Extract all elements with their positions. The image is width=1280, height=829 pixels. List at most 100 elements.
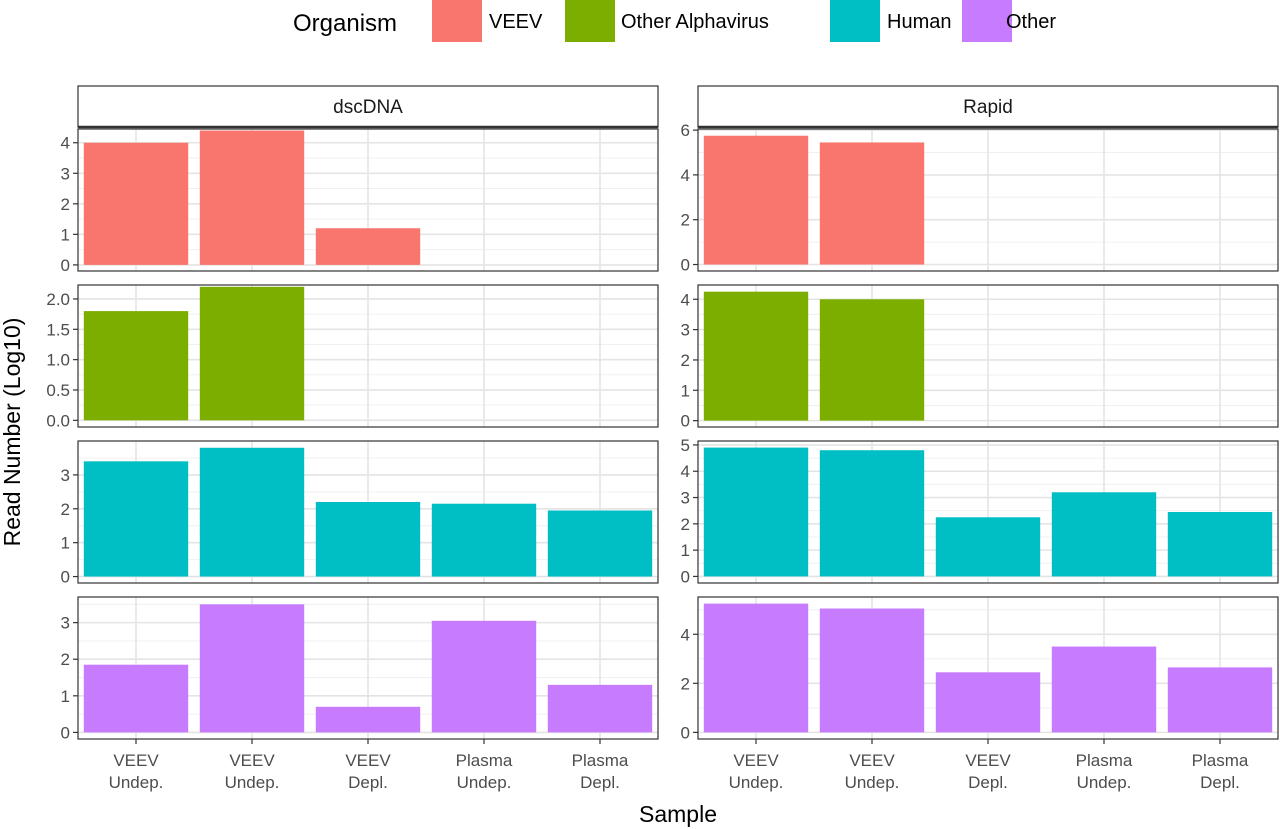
bar-rapid-human-1	[703, 447, 809, 577]
legend-label-other: Other	[1006, 11, 1056, 33]
x-tick-label: VEEV Undep.	[109, 751, 164, 792]
y-tick-label: 0	[61, 256, 70, 275]
y-tick-label: 0.0	[46, 411, 70, 430]
y-tick-label: 2	[61, 195, 70, 214]
panel-dscdna-veev: 0 1 2 3 4	[61, 128, 659, 275]
bar-dscdna-other-4	[431, 620, 537, 733]
panel-dscdna-other: 0 1 2 3 VEEV Undep. VEEV Undep. VEEV Depl. Plasma U…	[61, 596, 659, 792]
y-tick-label: 4	[681, 166, 690, 185]
y-tick-label: 0	[681, 723, 690, 742]
bar-dscdna-other-2	[199, 604, 305, 733]
y-tick-label: 0	[61, 723, 70, 742]
strip-rapid	[697, 85, 1279, 128]
y-tick-label: 2	[61, 500, 70, 519]
strip-label-rapid: Rapid	[963, 97, 1013, 118]
bar-dscdna-veev-1	[83, 142, 189, 265]
bar-rapid-other-5	[1167, 667, 1273, 733]
y-tick-label: 3	[681, 321, 690, 340]
bar-dscdna-other-5	[547, 684, 653, 733]
panel-rapid-veev: 0 2 4 6	[681, 121, 1279, 275]
panel-rapid-other-alphavirus: 0 1 2 3 4	[681, 284, 1279, 431]
y-tick-label: 6	[681, 121, 690, 140]
bar-dscdna-human-2	[199, 447, 305, 577]
facet-panels: dscDNA Rapid 0 1 2 3 4 0.0 0.5 1.0 1.5 2.0 0 1 2 3 0 1 2 3 V…	[46, 85, 1279, 792]
bar-rapid-other-2	[819, 608, 925, 733]
bar-rapid-other-alphavirus-1	[703, 291, 809, 421]
y-tick-label: 0.5	[46, 381, 70, 400]
y-tick-label: 2	[61, 650, 70, 669]
x-tick-label: VEEV Depl.	[965, 751, 1011, 792]
y-tick-label: 0	[681, 567, 690, 586]
y-tick-label: 1	[681, 541, 690, 560]
y-tick-label: 2	[681, 515, 690, 534]
strip-label-dscdna: dscDNA	[333, 97, 403, 118]
legend-key-other-alphavirus	[565, 0, 615, 42]
legend-label-other-alphavirus: Other Alphavirus	[621, 11, 769, 33]
bar-rapid-other-1	[703, 603, 809, 733]
y-axis-title: Read Number (Log10)	[0, 318, 25, 547]
x-tick-label: Plasma Undep.	[456, 751, 513, 792]
bar-dscdna-veev-3	[315, 228, 421, 265]
x-axis-title: Sample	[639, 801, 717, 827]
bar-rapid-other-alphavirus-2	[819, 299, 925, 421]
panel-dscdna-other-alphavirus: 0.0 0.5 1.0 1.5 2.0	[46, 284, 659, 430]
y-tick-label: 3	[61, 614, 70, 633]
y-tick-label: 0	[61, 568, 70, 587]
y-tick-label: 0	[681, 256, 690, 275]
bar-dscdna-human-1	[83, 461, 189, 577]
bar-dscdna-other-alphavirus-1	[83, 311, 189, 421]
y-tick-label: 4	[681, 462, 690, 481]
y-tick-label: 3	[681, 489, 690, 508]
legend-label-veev: VEEV	[489, 11, 543, 33]
y-tick-label: 1	[61, 687, 70, 706]
y-tick-label: 2.0	[46, 290, 70, 309]
bar-dscdna-human-4	[431, 503, 537, 577]
x-tick-label: Plasma Depl.	[1192, 751, 1249, 792]
legend-title: Organism	[293, 10, 397, 37]
y-tick-label: 4	[681, 625, 690, 644]
x-tick-label: VEEV Undep.	[845, 751, 900, 792]
panel-dscdna-human: 0 1 2 3	[61, 440, 659, 587]
bar-dscdna-other-1	[83, 664, 189, 733]
x-tick-label: Plasma Depl.	[572, 751, 629, 792]
y-tick-label: 1	[61, 225, 70, 244]
y-tick-label: 1	[681, 381, 690, 400]
legend-label-human: Human	[887, 11, 951, 33]
bar-rapid-human-3	[935, 517, 1041, 577]
y-tick-label: 3	[61, 164, 70, 183]
y-tick-label: 3	[61, 466, 70, 485]
bar-dscdna-human-5	[547, 510, 653, 577]
bar-rapid-human-5	[1167, 512, 1273, 577]
bar-rapid-veev-1	[703, 135, 809, 265]
bar-rapid-other-3	[935, 672, 1041, 733]
x-tick-label: VEEV Depl.	[345, 751, 391, 792]
bar-dscdna-other-3	[315, 706, 421, 733]
x-tick-label: Plasma Undep.	[1076, 751, 1133, 792]
panel-rapid-other: 0 2 4 VEEV Undep. VEEV Undep. VEEV Depl. Plasma Un…	[681, 596, 1279, 792]
bar-rapid-other-4	[1051, 646, 1157, 733]
panel-rapid-human: 0 1 2 3 4 5	[681, 436, 1279, 586]
y-tick-label: 5	[681, 436, 690, 455]
y-tick-label: 2	[681, 351, 690, 370]
y-tick-label: 4	[681, 290, 690, 309]
strip-dscdna	[77, 85, 659, 128]
legend: Organism VEEV Other Alphavirus Human Other	[293, 0, 1056, 42]
bar-dscdna-human-3	[315, 502, 421, 577]
y-tick-label: 1.5	[46, 320, 70, 339]
y-tick-label: 4	[61, 134, 70, 153]
bar-dscdna-veev-2	[199, 130, 305, 265]
y-tick-label: 2	[681, 211, 690, 230]
x-tick-label: VEEV Undep.	[729, 751, 784, 792]
bar-rapid-human-4	[1051, 492, 1157, 577]
y-tick-label: 1.0	[46, 351, 70, 370]
bar-rapid-human-2	[819, 450, 925, 577]
legend-key-other	[962, 0, 1012, 42]
legend-key-human	[830, 0, 880, 42]
y-tick-label: 0	[681, 412, 690, 431]
x-tick-label: VEEV Undep.	[225, 751, 280, 792]
legend-key-veev	[432, 0, 482, 42]
bar-dscdna-other-alphavirus-2	[199, 286, 305, 421]
bar-rapid-veev-2	[819, 142, 925, 265]
y-tick-label: 1	[61, 534, 70, 553]
